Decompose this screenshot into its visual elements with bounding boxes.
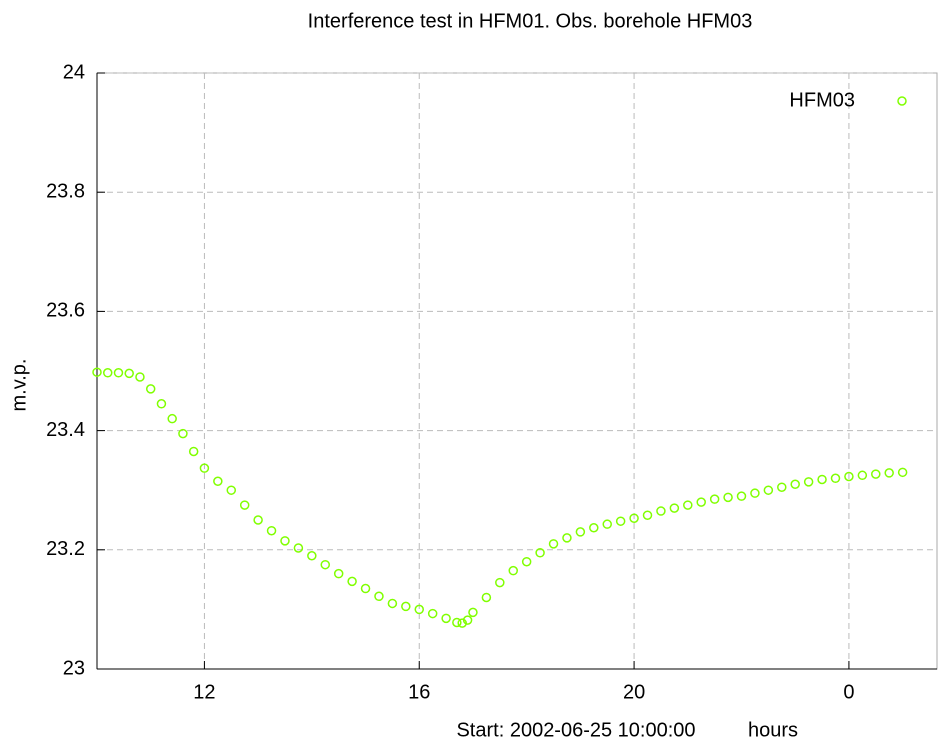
data-point (280, 536, 290, 546)
data-point (481, 592, 492, 603)
data-point (521, 556, 532, 567)
data-point (374, 591, 384, 602)
x-tick-label: 20 (623, 681, 645, 703)
data-point (135, 372, 145, 382)
data-point (360, 583, 371, 594)
data-point (669, 503, 680, 513)
data-point (188, 446, 199, 457)
data-point (387, 598, 398, 609)
data-point (167, 413, 177, 424)
data-point (656, 506, 666, 516)
data-point (871, 469, 881, 479)
data-point (452, 617, 462, 628)
data-point (266, 525, 277, 536)
data-point (253, 515, 263, 525)
data-point (897, 467, 908, 478)
data-point (562, 533, 572, 543)
data-point (156, 399, 167, 409)
data-point (803, 477, 814, 487)
data-point (602, 519, 612, 529)
data-point (589, 522, 599, 533)
data-point (508, 565, 518, 576)
data-point (333, 568, 344, 579)
data-point (696, 497, 706, 507)
data-point (777, 482, 787, 492)
legend-label: HFM03 (789, 89, 855, 111)
y-tick-label: 23 (63, 657, 85, 679)
y-tick-label: 23.8 (46, 180, 85, 202)
data-point (548, 539, 559, 549)
y-tick-label: 23.6 (46, 300, 85, 322)
data-point (790, 479, 800, 489)
data-point (844, 471, 854, 482)
y-tick-label: 24 (63, 61, 85, 83)
data-point (239, 500, 250, 510)
x-tick-label: 16 (408, 681, 430, 703)
data-point (723, 492, 733, 503)
y-tick-label: 23.4 (46, 419, 85, 441)
data-point (615, 516, 626, 526)
x-axis-label: Start: 2002-06-25 10:00:00 (456, 719, 695, 741)
data-point (320, 559, 331, 570)
data-point (462, 615, 473, 625)
data-point (92, 367, 102, 377)
data-point (178, 428, 188, 439)
data-point (401, 601, 411, 612)
data-point (884, 468, 894, 478)
data-point (763, 485, 774, 495)
data-point (113, 368, 124, 378)
data-point (307, 551, 317, 561)
y-tick-label: 23.2 (46, 538, 85, 560)
data-point (817, 474, 827, 485)
data-point (683, 500, 693, 510)
data-point (468, 607, 478, 618)
data-point (750, 488, 760, 498)
data-point (145, 384, 156, 394)
x-tick-label: 12 (193, 681, 215, 703)
x-axis-unit: hours (748, 719, 798, 741)
data-point (226, 485, 237, 495)
data-point (102, 368, 113, 378)
y-axis-label: m.v.p. (8, 359, 30, 412)
data-point (124, 368, 134, 379)
data-point (441, 613, 451, 624)
data-point (347, 576, 357, 587)
plot-frame (96, 72, 938, 670)
data-point (736, 491, 747, 501)
data-point (709, 494, 720, 504)
legend-marker (897, 96, 907, 106)
data-point (575, 527, 586, 537)
data-point (629, 513, 639, 523)
data-point (414, 604, 425, 615)
data-point (830, 473, 841, 484)
data-point (427, 608, 438, 619)
x-tick-label: 0 (843, 681, 854, 703)
data-point (213, 476, 223, 487)
data-point (495, 577, 505, 588)
data-point (293, 543, 304, 553)
data-point (642, 510, 653, 520)
chart-title: Interference test in HFM01. Obs. borehol… (308, 10, 753, 32)
data-point (457, 618, 467, 628)
data-point (535, 548, 545, 558)
data-point (199, 463, 210, 473)
data-point (857, 470, 868, 481)
